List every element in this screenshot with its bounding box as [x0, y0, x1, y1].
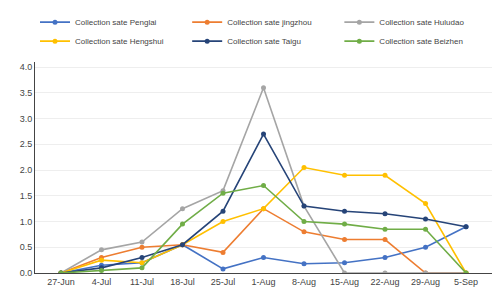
svg-text:Collection sate Penglai: Collection sate Penglai: [75, 18, 157, 27]
svg-text:2.5: 2.5: [20, 139, 33, 149]
svg-text:1.0: 1.0: [20, 217, 33, 227]
svg-text:1-Aug: 1-Aug: [251, 277, 275, 287]
svg-text:Collection sate Huludao: Collection sate Huludao: [379, 18, 464, 27]
svg-text:2.0: 2.0: [20, 165, 33, 175]
svg-text:0.5: 0.5: [20, 242, 33, 252]
svg-text:Collection sate Hengshui: Collection sate Hengshui: [75, 37, 164, 46]
svg-text:11-Jul: 11-Jul: [130, 277, 154, 287]
svg-text:27-Jun: 27-Jun: [47, 277, 75, 287]
svg-text:4-Jul: 4-Jul: [92, 277, 112, 287]
svg-text:Collection sate Beizhen: Collection sate Beizhen: [379, 37, 463, 46]
svg-text:4.0: 4.0: [20, 62, 33, 72]
svg-text:5-Sep: 5-Sep: [454, 277, 478, 287]
svg-text:3.5: 3.5: [20, 88, 33, 98]
svg-text:0.0: 0.0: [20, 268, 33, 278]
svg-text:8-Aug: 8-Aug: [292, 277, 316, 287]
svg-text:22-Aug: 22-Aug: [371, 277, 400, 287]
svg-text:1.5: 1.5: [20, 191, 33, 201]
svg-text:15-Aug: 15-Aug: [330, 277, 359, 287]
svg-text:3.0: 3.0: [20, 114, 33, 124]
svg-text:29-Aug: 29-Aug: [411, 277, 440, 287]
svg-text:18-Jul: 18-Jul: [170, 277, 195, 287]
svg-text:Collection sate jingzhou: Collection sate jingzhou: [227, 18, 312, 27]
svg-text:25-Jul: 25-Jul: [211, 277, 236, 287]
svg-text:Collection sate Taigu: Collection sate Taigu: [227, 37, 301, 46]
